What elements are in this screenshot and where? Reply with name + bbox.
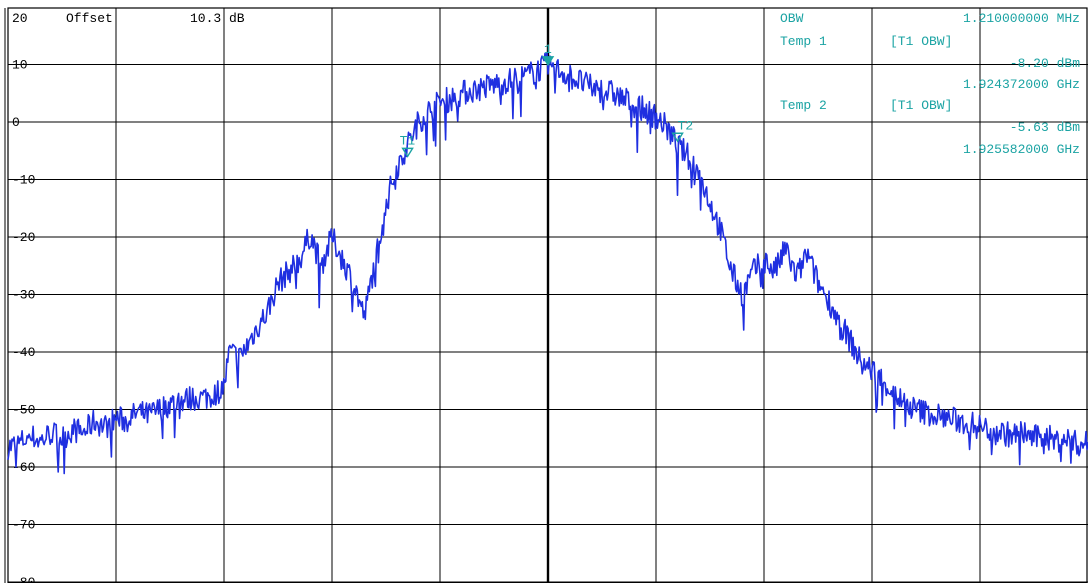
y-tick-label: -60 — [12, 460, 35, 475]
temp2-level: -5.63 dBm — [1010, 120, 1080, 135]
offset-value: 10.3 dB — [190, 11, 245, 26]
marker-t1-label: T1 — [400, 133, 416, 148]
marker-t2-icon — [671, 132, 684, 143]
y-tick-label: -70 — [12, 518, 35, 533]
obw-value: 1.210000000 MHz — [963, 11, 1080, 26]
info-panel: OBW 1.210000000 MHz Temp 1 [T1 OBW] -8.2… — [780, 11, 1080, 157]
temp2-label: Temp 2 — [780, 98, 827, 113]
temp1-tag: [T1 OBW] — [890, 34, 952, 49]
marker-t1-icon — [401, 147, 414, 158]
temp1-level: -8.20 dBm — [1010, 56, 1080, 71]
offset-label: Offset — [66, 11, 113, 26]
marker-1-icon — [541, 56, 555, 67]
marker-t2-label: T2 — [678, 118, 694, 133]
temp2-freq: 1.925582000 GHz — [963, 142, 1080, 157]
y-tick-label: -80 — [12, 575, 35, 583]
y-tick-labels: 20 10 0 -10 -20 -30 -40 -50 -60 -70 -80 — [12, 11, 35, 583]
temp1-label: Temp 1 — [780, 34, 827, 49]
y-tick-label: -10 — [12, 173, 35, 188]
y-tick-label: -30 — [12, 288, 35, 303]
temp1-freq: 1.924372000 GHz — [963, 77, 1080, 92]
y-tick-label: 20 — [12, 11, 28, 26]
series-line — [7, 51, 1088, 475]
obw-label: OBW — [780, 11, 804, 26]
y-tick-label: 10 — [12, 58, 28, 73]
markers: 1 T1 T2 — [400, 42, 694, 158]
y-tick-label: -50 — [12, 403, 35, 418]
temp2-tag: [T1 OBW] — [890, 98, 952, 113]
marker-1-label: 1 — [544, 42, 552, 57]
y-tick-label: -20 — [12, 230, 35, 245]
y-tick-label: -40 — [12, 345, 35, 360]
y-tick-label: 0 — [12, 115, 20, 130]
